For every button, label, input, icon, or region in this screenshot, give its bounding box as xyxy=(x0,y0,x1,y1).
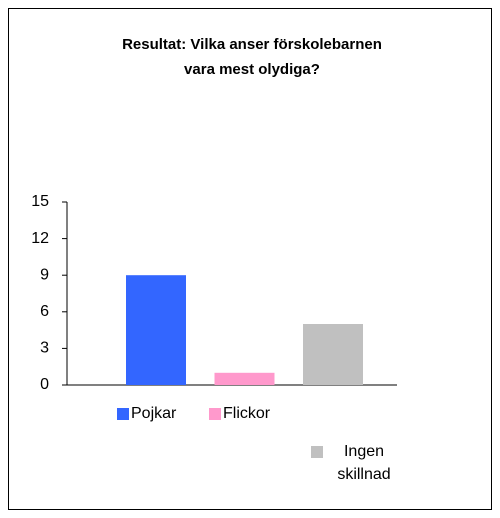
y-tick-label: 3 xyxy=(40,340,49,357)
y-tick-label: 6 xyxy=(40,303,49,320)
legend-label: Pojkar xyxy=(131,405,177,422)
bar xyxy=(303,324,363,385)
legend-label: Flickor xyxy=(223,405,271,422)
legend-swatch xyxy=(117,408,129,420)
legend-swatch xyxy=(209,408,221,420)
bar xyxy=(126,275,186,385)
legend-swatch xyxy=(311,446,323,458)
chart-title: vara mest olydiga? xyxy=(184,61,320,78)
y-tick-label: 0 xyxy=(40,376,49,393)
chart-title: Resultat: Vilka anser förskolebarnen xyxy=(122,36,382,53)
y-tick-label: 9 xyxy=(40,266,49,283)
y-tick-label: 15 xyxy=(31,193,49,210)
chart-frame xyxy=(8,8,492,510)
bar xyxy=(214,372,275,385)
y-tick-label: 12 xyxy=(31,230,49,247)
legend-label: Ingen skillnad xyxy=(337,443,391,483)
